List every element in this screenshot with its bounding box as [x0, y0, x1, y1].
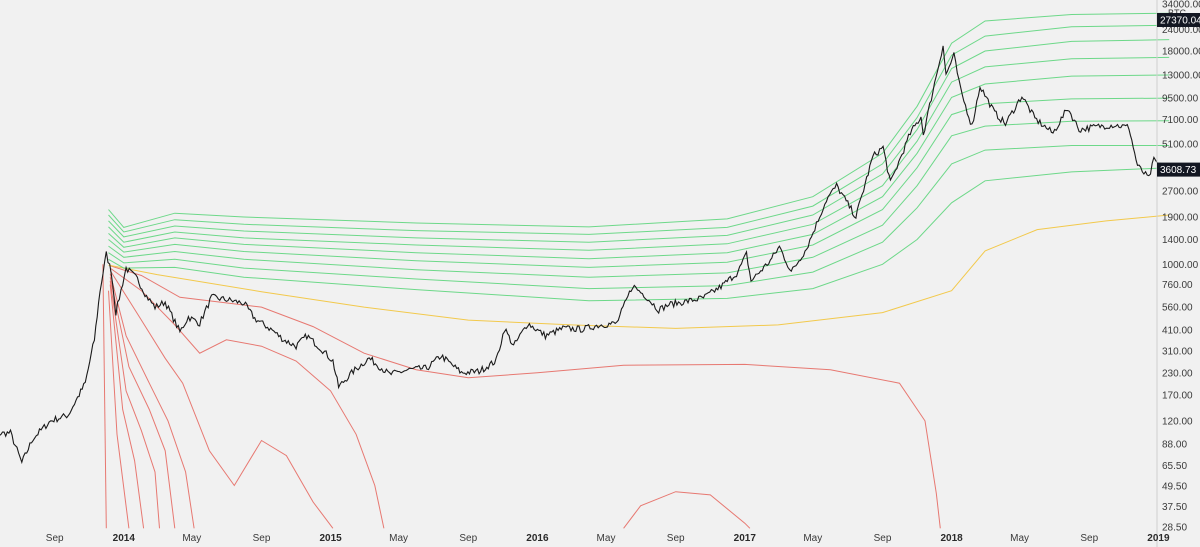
green-band-line [108, 145, 1170, 290]
green-band-line [108, 12, 1170, 228]
red-band-line [110, 265, 941, 529]
y-tick-label: 24000.00 [1162, 25, 1200, 36]
price-badge [1157, 13, 1200, 27]
red-band-line [108, 290, 130, 529]
x-tick-label: 2019 [1147, 533, 1170, 544]
y-tick-label: 37.50 [1162, 502, 1187, 513]
green-band-line [108, 120, 1170, 278]
x-tick-label: 2018 [940, 533, 963, 544]
x-tick-label: Sep [1080, 533, 1098, 544]
yellow-band-line [108, 214, 1170, 329]
y-tick-label: 7100.00 [1162, 115, 1199, 126]
green-band-line [108, 56, 1170, 251]
x-tick-label: Sep [253, 533, 271, 544]
price-badge [1157, 162, 1200, 177]
y-tick-label: 1400.00 [1162, 235, 1199, 246]
y-tick-label: 120.00 [1162, 416, 1193, 427]
x-tick-label: 2016 [526, 533, 549, 544]
y-tick-label: 410.00 [1162, 326, 1193, 337]
x-tick-label: Sep [667, 533, 685, 544]
y-tick-label: 760.00 [1162, 280, 1193, 291]
red-bands [102, 264, 941, 529]
y-tick-label: 18000.00 [1162, 47, 1200, 58]
red-band-line [102, 264, 107, 529]
y-tick-label: 5100.00 [1162, 140, 1199, 151]
y-tick-label: 13000.00 [1162, 71, 1200, 82]
y-tick-label: 1900.00 [1162, 213, 1199, 224]
green-band-line [108, 39, 1170, 243]
y-tick-label: 65.50 [1162, 461, 1187, 472]
red-band-line [623, 491, 751, 529]
green-band-line [108, 74, 1170, 260]
x-tick-label: Sep [874, 533, 892, 544]
y-tick-label: 2700.00 [1162, 187, 1199, 198]
y-tick-label: 49.50 [1162, 482, 1187, 493]
green-bands [108, 12, 1170, 302]
price-badge-label: 27370.04 [1160, 16, 1200, 27]
price-series [0, 45, 1170, 465]
y-tick-label: 230.00 [1162, 368, 1193, 379]
price-badges: 27370.04 3608.73 [1157, 13, 1200, 177]
y-tick-label: 88.00 [1162, 439, 1187, 450]
x-tick-label: Sep [459, 533, 477, 544]
x-tick-label: May [389, 533, 408, 544]
x-tick-label: May [1010, 533, 1029, 544]
price-badge-label: 3608.73 [1160, 165, 1197, 176]
red-band-line [109, 267, 385, 529]
x-tick-label: 2014 [113, 533, 136, 544]
x-tick-label: May [803, 533, 822, 544]
green-band-line [108, 24, 1170, 235]
price-line [0, 45, 1170, 465]
red-band-line [109, 280, 160, 529]
y-tick-label: 1000.00 [1162, 260, 1199, 271]
y-tick-label: 310.00 [1162, 346, 1193, 357]
green-band-line [108, 97, 1170, 268]
x-tick-label: May [597, 533, 616, 544]
red-band-line [109, 270, 334, 529]
y-tick-label: 170.00 [1162, 391, 1193, 402]
y-tick-label: 9500.00 [1162, 94, 1199, 105]
y-tick-label: 34000.00 [1162, 0, 1200, 11]
green-band-line [108, 167, 1170, 302]
x-tick-label: 2017 [734, 533, 757, 544]
red-band-line [109, 277, 176, 529]
x-tick-label: Sep [46, 533, 64, 544]
x-tick-label: 2015 [319, 533, 342, 544]
time-axis[interactable]: aySep2014MaySep2015MaySep2016MaySep2017M… [0, 533, 1170, 544]
yellow-band [108, 214, 1170, 329]
red-band-line [109, 284, 145, 529]
x-tick-label: May [182, 533, 201, 544]
red-band-line [109, 273, 195, 529]
y-tick-label: 28.50 [1162, 523, 1187, 534]
y-tick-label: 560.00 [1162, 303, 1193, 314]
